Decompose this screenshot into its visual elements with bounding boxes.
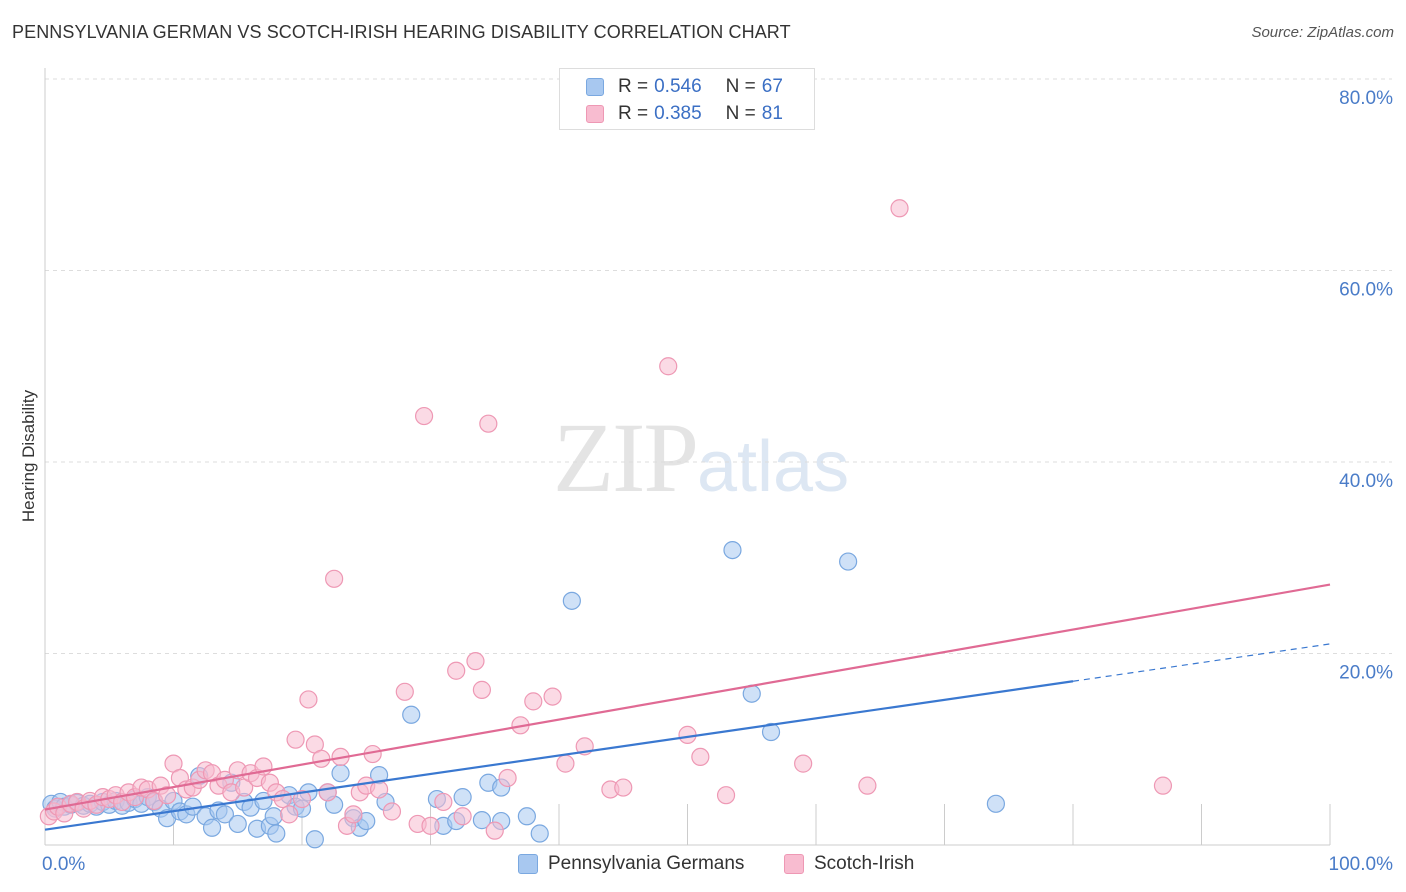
y-tick-label: 60.0% — [1339, 280, 1393, 301]
data-point — [292, 789, 312, 809]
data-point — [370, 780, 389, 799]
series-scotch-irish — [39, 199, 1173, 840]
data-point — [614, 778, 633, 797]
legend-r-label: R = — [618, 103, 649, 124]
legend-swatch-blue — [586, 78, 604, 96]
data-point — [858, 776, 877, 795]
bottom-legend-pennsylvania-germans: Pennsylvania Germans — [518, 852, 744, 876]
watermark: ZIPatlas — [553, 400, 849, 515]
data-point — [344, 805, 363, 824]
data-point — [312, 749, 331, 768]
data-point — [395, 682, 414, 701]
data-point — [447, 661, 466, 680]
trend-line-pennsylvania-germans — [44, 680, 1074, 831]
data-point — [986, 794, 1006, 813]
data-point — [659, 357, 678, 376]
data-point — [434, 792, 453, 812]
y-tick-label: 20.0% — [1339, 663, 1393, 684]
data-point — [325, 569, 344, 588]
data-point — [530, 824, 549, 843]
data-point — [414, 406, 434, 426]
data-point — [286, 730, 305, 749]
data-point — [723, 540, 742, 560]
tick-labels: 20.0% 40.0% 60.0% 80.0% 0.0% 100.0% — [42, 88, 1393, 875]
bottom-legend-swatch-blue — [518, 854, 538, 874]
data-point — [382, 802, 402, 821]
watermark-zip: ZIP — [553, 402, 699, 513]
legend-n-label: N = — [725, 103, 756, 124]
data-point — [839, 552, 858, 571]
trend-line-pennsylvania-germans-extension — [1072, 643, 1331, 682]
bottom-legend-swatch-pink — [784, 854, 804, 874]
data-point — [267, 824, 286, 843]
bottom-legend-label: Scotch-Irish — [814, 853, 915, 874]
data-point — [402, 705, 421, 724]
data-point — [794, 754, 813, 773]
data-point — [280, 805, 299, 824]
data-point — [485, 821, 504, 840]
data-point — [202, 818, 222, 837]
data-point — [157, 786, 177, 805]
data-point — [479, 414, 498, 433]
data-point — [678, 725, 697, 744]
legend-n-value: 67 — [761, 76, 783, 97]
series-pennsylvania-germans — [42, 540, 1006, 849]
data-point — [691, 747, 710, 767]
data-point — [453, 807, 472, 826]
y-tick-label: 80.0% — [1339, 88, 1393, 109]
data-point — [305, 830, 324, 849]
data-point — [498, 768, 517, 788]
legend-r-label: R = — [618, 76, 649, 97]
data-point — [543, 687, 562, 706]
legend-row-pennsylvania-germans: R = 0.546 N = 67 — [586, 75, 789, 99]
data-point — [299, 690, 318, 709]
data-point — [264, 807, 283, 826]
data-point — [517, 807, 536, 826]
legend-n-label: N = — [725, 76, 756, 97]
legend: R = 0.546 N = 67 R = 0.385 N = 81 — [559, 68, 815, 130]
data-point — [716, 786, 736, 805]
bottom-legend-scotch-irish: Scotch-Irish — [784, 852, 914, 876]
data-point — [273, 789, 292, 809]
y-tick-label: 40.0% — [1339, 471, 1393, 492]
legend-r-value: 0.546 — [654, 76, 702, 97]
data-point — [890, 199, 909, 218]
trend-line-scotch-irish — [44, 583, 1331, 811]
y-axis-label: Hearing Disability — [19, 389, 38, 522]
data-point — [215, 805, 234, 824]
data-point — [453, 788, 472, 807]
data-point — [318, 783, 337, 802]
data-point — [562, 591, 581, 610]
data-point — [331, 764, 350, 783]
data-point — [466, 652, 485, 671]
data-point — [472, 811, 491, 830]
legend-n-value: 81 — [761, 103, 783, 124]
bottom-legend-label: Pennsylvania Germans — [548, 853, 745, 874]
data-point — [228, 814, 247, 834]
data-point — [472, 680, 491, 699]
legend-swatch-pink — [586, 105, 604, 123]
x-tick-label: 100.0% — [1329, 854, 1394, 875]
legend-r-value: 0.385 — [654, 103, 702, 124]
watermark-atlas: atlas — [697, 427, 850, 507]
data-point — [524, 692, 543, 711]
x-tick-label: 0.0% — [42, 854, 85, 875]
legend-row-scotch-irish: R = 0.385 N = 81 — [586, 102, 789, 126]
data-point — [421, 816, 440, 835]
grid-lines — [45, 78, 1392, 654]
data-point — [761, 722, 781, 742]
trend-lines — [44, 583, 1331, 831]
data-point — [556, 754, 575, 773]
chart-source: Source: ZipAtlas.com — [1251, 24, 1394, 41]
chart-title: PENNSYLVANIA GERMAN VS SCOTCH-IRISH HEAR… — [12, 22, 791, 42]
data-point — [1153, 776, 1173, 795]
